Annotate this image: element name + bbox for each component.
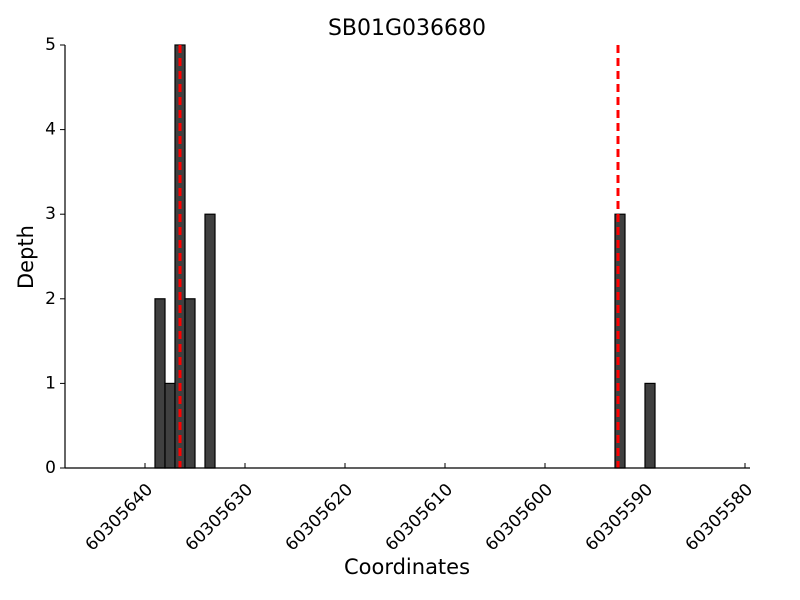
y-tick-label: 0 [45, 458, 56, 478]
x-axis-label: Coordinates [344, 555, 470, 579]
y-tick-label: 5 [45, 35, 56, 55]
x-tick-label: 60305620 [282, 480, 357, 555]
y-tick-label: 2 [45, 289, 56, 309]
bar [184, 298, 196, 469]
x-tick-label: 60305610 [382, 480, 457, 555]
bar [164, 382, 176, 469]
bar [644, 382, 656, 469]
x-tick-label: 60305640 [82, 480, 157, 555]
y-tick-label: 4 [45, 120, 56, 140]
x-tick-label: 60305630 [182, 480, 257, 555]
bar [154, 298, 166, 469]
y-tick-label: 1 [45, 373, 56, 393]
x-tick-label: 60305590 [582, 480, 657, 555]
chart-title: SB01G036680 [328, 16, 486, 41]
x-tick-label: 60305580 [682, 480, 757, 555]
x-tick-label: 60305600 [482, 480, 557, 555]
y-tick-label: 3 [45, 204, 56, 224]
y-axis-label: Depth [14, 225, 38, 289]
bar [204, 213, 216, 469]
